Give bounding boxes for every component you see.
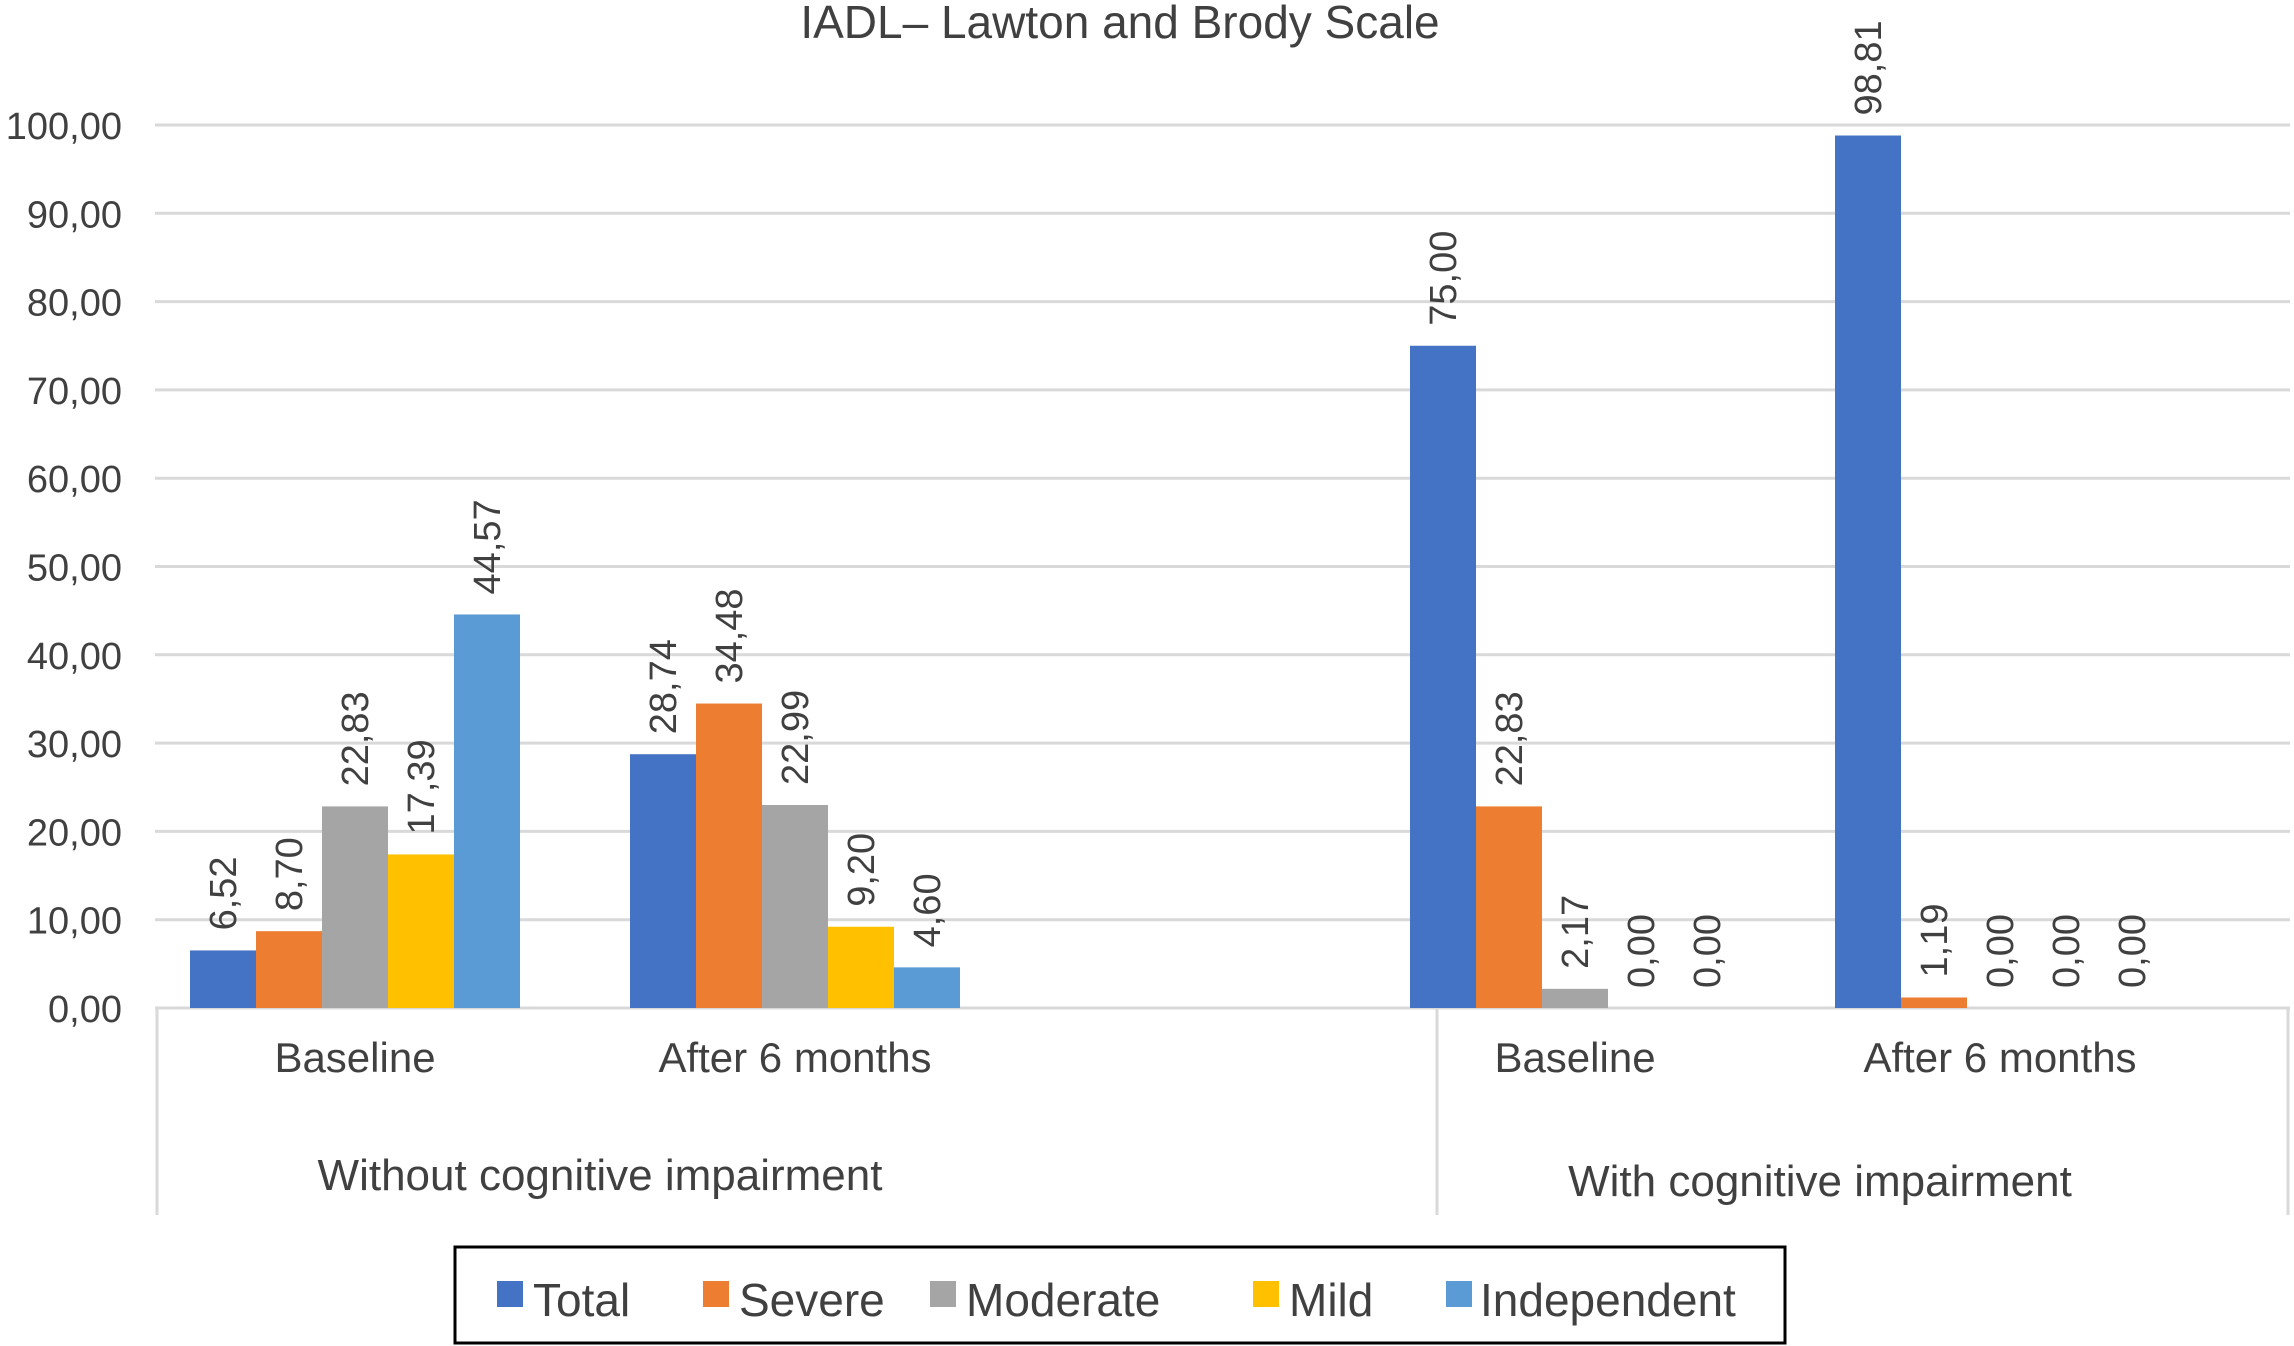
y-tick-label: 10,00 [27, 901, 122, 943]
data-label: 0,00 [1980, 914, 2022, 988]
data-label: 34,48 [709, 588, 751, 683]
bar-total [1410, 345, 1476, 1008]
x-category-label: After 6 months [658, 1034, 931, 1081]
x-group-label: With cognitive impairment [1568, 1157, 2072, 1206]
y-tick-label: 0,00 [48, 989, 122, 1031]
data-label: 44,57 [467, 499, 509, 594]
bar-moderate [1542, 988, 1608, 1008]
data-label: 75,00 [1423, 231, 1465, 326]
data-label: 17,39 [401, 739, 443, 834]
bar-moderate [322, 806, 388, 1008]
data-label: 28,74 [643, 639, 685, 734]
bar-severe [1476, 806, 1542, 1008]
legend-swatch-severe [703, 1281, 729, 1307]
data-labels: 6,52 28,74 75,00 98,81 8,70 34,48 22,83 1,19 22,… [203, 20, 2154, 988]
legend-label: Total [533, 1274, 630, 1326]
data-label: 0,00 [1687, 914, 1729, 988]
data-label: 4,60 [907, 873, 949, 947]
bar-moderate [762, 804, 828, 1008]
legend-label: Severe [739, 1274, 885, 1326]
y-tick-label: 80,00 [27, 283, 122, 325]
data-label: 6,52 [203, 856, 245, 930]
legend-label: Moderate [966, 1274, 1160, 1326]
chart-title: IADL– Lawton and Brody Scale [800, 0, 1439, 48]
bar-total [630, 754, 696, 1008]
bar-independent [454, 614, 520, 1008]
bar-severe [1901, 997, 1967, 1008]
x-category-label: Baseline [274, 1034, 435, 1081]
x-group-label: Without cognitive impairment [318, 1151, 883, 1200]
bar-total [1835, 135, 1901, 1009]
category-axis: Baseline After 6 months Baseline After 6 mo… [155, 1008, 2290, 1215]
legend-swatch-total [497, 1281, 523, 1307]
data-label: 0,00 [1621, 914, 1663, 988]
y-tick-label: 90,00 [27, 194, 122, 236]
data-label: 9,20 [841, 833, 883, 907]
data-label: 0,00 [2046, 914, 2088, 988]
data-label: 0,00 [2112, 914, 2154, 988]
legend-label: Independent [1480, 1274, 1736, 1326]
legend-box [453, 1245, 1787, 1345]
y-tick-label: 60,00 [27, 459, 122, 501]
legend-swatch-mild [1253, 1281, 1279, 1307]
bar-independent [894, 967, 960, 1008]
bar-mild [388, 854, 454, 1008]
data-label: 1,19 [1914, 904, 1956, 978]
y-tick-label: 70,00 [27, 371, 122, 413]
bar-mild [828, 926, 894, 1008]
data-label: 98,81 [1848, 20, 1890, 115]
data-label: 2,17 [1555, 895, 1597, 969]
x-category-label: After 6 months [1863, 1034, 2136, 1081]
bars [190, 135, 1967, 1009]
y-tick-label: 40,00 [27, 636, 122, 678]
data-label: 22,83 [1489, 691, 1531, 786]
data-label: 22,83 [335, 691, 377, 786]
legend-label: Mild [1289, 1274, 1373, 1326]
bar-total [190, 950, 256, 1008]
legend: Total Severe Moderate Mild Independent [453, 1245, 1787, 1345]
data-label: 8,70 [269, 837, 311, 911]
legend-swatch-independent [1446, 1281, 1472, 1307]
data-label: 22,99 [775, 690, 817, 785]
y-axis-tick-labels: 0,00 10,00 20,00 30,00 40,00 50,00 60,00 70,00 8… [6, 106, 122, 1031]
legend-swatch-moderate [930, 1281, 956, 1307]
y-tick-label: 100,00 [6, 106, 122, 148]
y-tick-label: 30,00 [27, 724, 122, 766]
y-tick-label: 50,00 [27, 548, 122, 590]
y-tick-label: 20,00 [27, 812, 122, 854]
bar-severe [696, 703, 762, 1008]
bar-severe [256, 931, 322, 1008]
x-category-label: Baseline [1494, 1034, 1655, 1081]
